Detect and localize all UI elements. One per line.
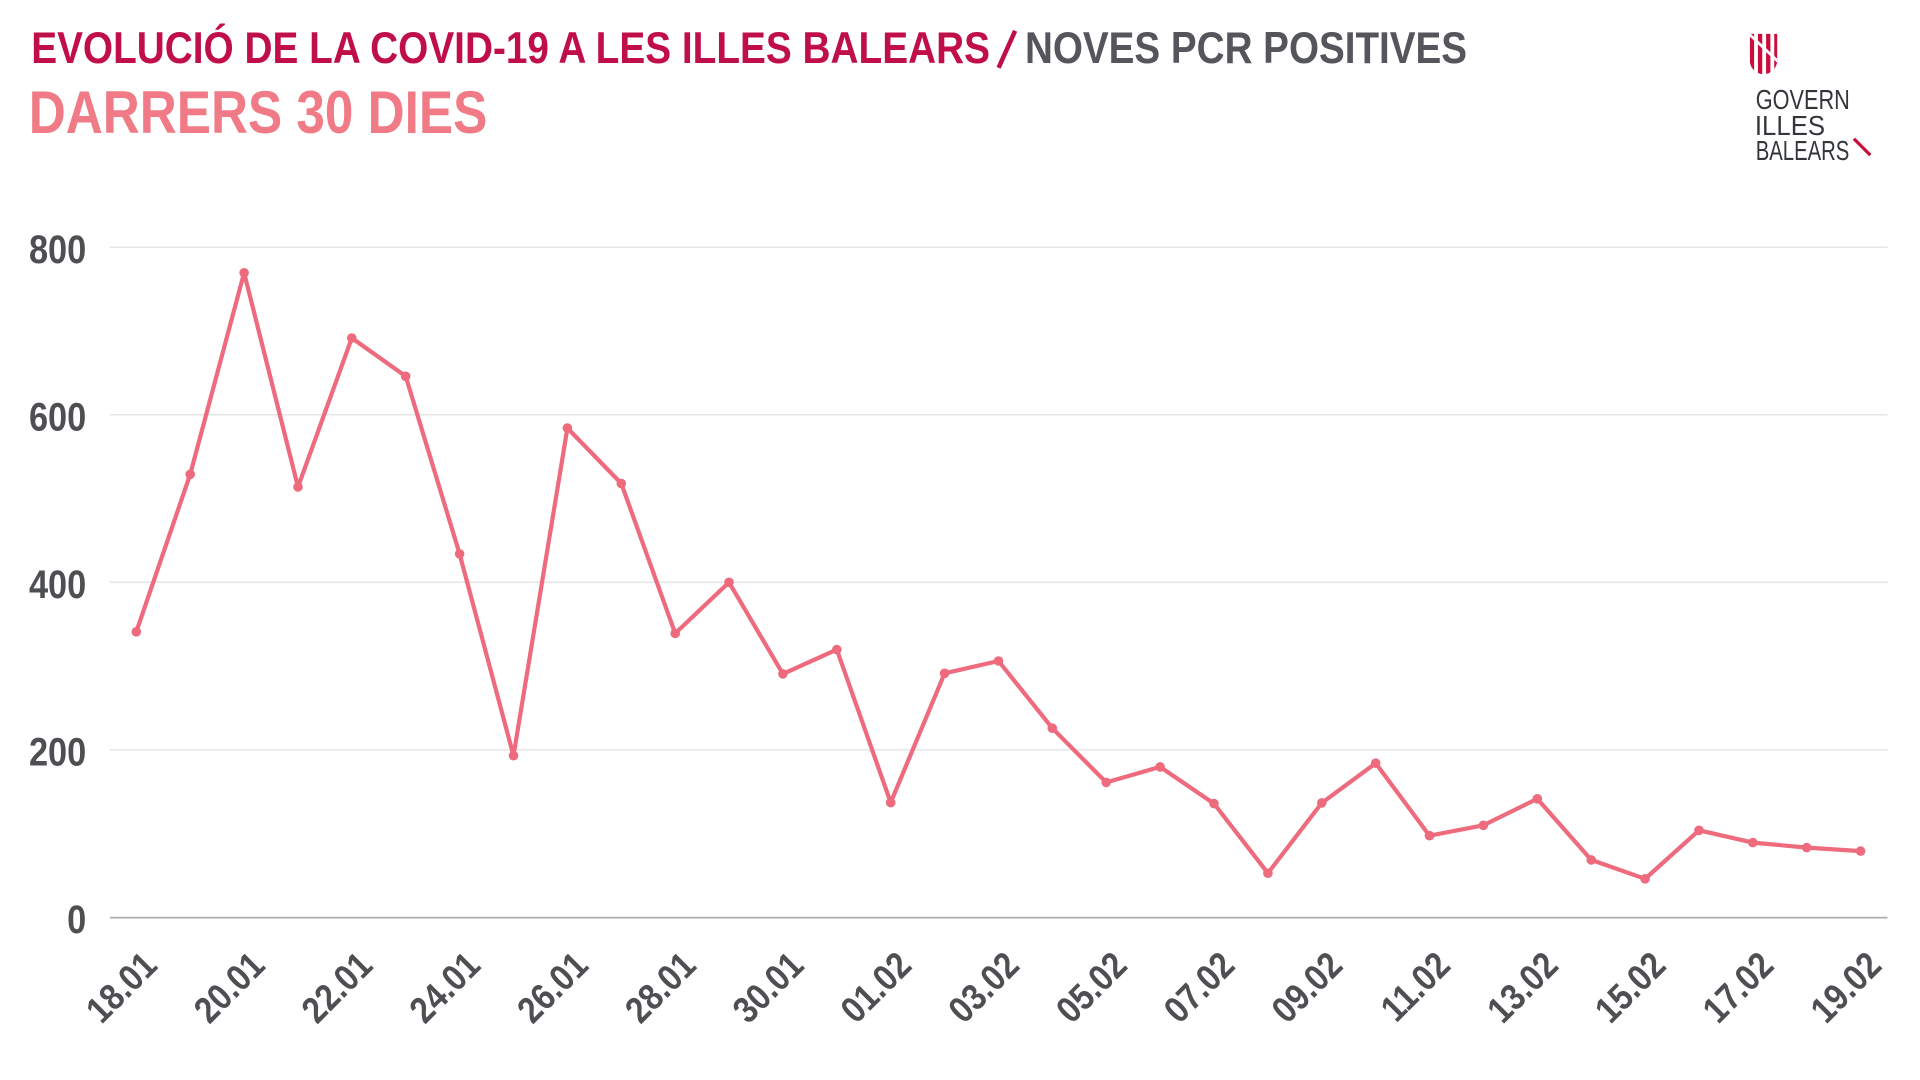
svg-text:0: 0 — [67, 897, 86, 942]
svg-text:ILLES: ILLES — [1755, 110, 1825, 141]
svg-text:DARRERS 30 DIES: DARRERS 30 DIES — [29, 78, 488, 146]
svg-text:BALEARS: BALEARS — [1756, 136, 1850, 167]
svg-text:400: 400 — [29, 562, 86, 607]
svg-text:600: 600 — [29, 394, 86, 439]
svg-text:GOVERN: GOVERN — [1756, 84, 1850, 115]
svg-text:800: 800 — [29, 227, 86, 272]
svg-text:EVOLUCIÓ DE LA COVID-19 A LES: EVOLUCIÓ DE LA COVID-19 A LES ILLES BALE… — [31, 21, 990, 72]
svg-text:NOVES PCR POSITIVES: NOVES PCR POSITIVES — [1025, 22, 1467, 72]
svg-text:200: 200 — [29, 729, 86, 774]
